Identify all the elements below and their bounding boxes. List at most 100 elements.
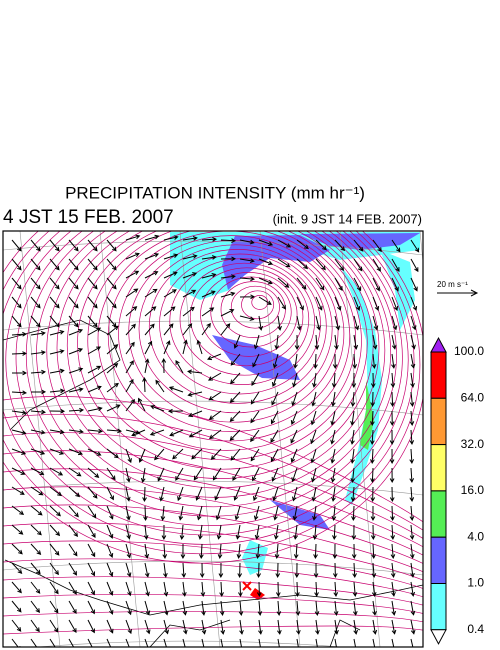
colorbar-box: [430, 351, 447, 399]
wind-vector: [49, 524, 61, 537]
wind-vector: [214, 486, 222, 501]
wind-vector: [106, 277, 117, 290]
wind-vector: [251, 372, 260, 387]
wind-vector: [163, 340, 171, 355]
wind-vector: [410, 277, 418, 292]
wind-vector: [219, 600, 225, 616]
wind-vector: [144, 638, 149, 647]
wind-vector: [144, 581, 150, 597]
wind-vector: [311, 486, 317, 502]
wind-vector: [277, 619, 282, 635]
wind-vector: [49, 315, 60, 328]
wind-vector: [149, 404, 165, 412]
wind-vector: [144, 234, 160, 241]
wind-vector: [351, 372, 357, 389]
wind-vector: [87, 346, 102, 355]
wind-vector: [409, 505, 415, 521]
colorbar-box: [430, 444, 447, 492]
wind-vector: [273, 524, 279, 540]
wind-vector: [311, 467, 317, 483]
precip-area: [340, 265, 382, 505]
wind-vector: [125, 360, 134, 374]
wind-vector: [312, 372, 317, 388]
wind-vector: [256, 562, 262, 579]
wind-vector: [353, 315, 360, 331]
wind-vector: [106, 344, 119, 355]
wind-vector: [391, 638, 395, 647]
isobar: [138, 244, 333, 414]
wind-vector: [293, 524, 298, 540]
isobar: [3, 593, 423, 614]
wind-vector: [237, 562, 243, 579]
wind-vector: [290, 410, 298, 425]
wind-vector: [314, 334, 320, 350]
wind-vector: [106, 428, 122, 434]
graticule: [259, 231, 301, 647]
wind-vector: [220, 274, 236, 279]
wind-vector: [232, 467, 241, 481]
wind-vector: [11, 524, 24, 535]
wind-vector: [68, 562, 78, 576]
wind-vector: [334, 239, 346, 252]
wind-vector: [68, 315, 79, 328]
wind-vector: [68, 600, 77, 614]
wind-vector: [331, 372, 337, 388]
wind-vector: [258, 315, 264, 331]
wind-vector: [272, 353, 279, 369]
wind-vector: [163, 619, 170, 635]
wind-vector: [198, 524, 203, 540]
wind-vector: [330, 467, 336, 483]
wind-vector: [201, 600, 206, 616]
wind-vector: [125, 619, 132, 635]
wind-vector: [350, 486, 356, 502]
init-time: (init. 9 JST 14 FEB. 2007): [273, 211, 422, 226]
wind-vector: [391, 239, 401, 253]
wind-vector: [163, 306, 176, 317]
wind-vector: [353, 619, 358, 635]
wind-vector: [49, 486, 62, 497]
wind-vector: [296, 277, 307, 290]
wind-vector: [216, 524, 222, 540]
wind-vector: [49, 638, 58, 647]
wind-vector: [182, 600, 188, 616]
isobar: [3, 611, 423, 623]
isobar: [169, 258, 315, 385]
wind-vector: [332, 562, 338, 579]
wind-vector: [253, 334, 260, 350]
wind-vector: [352, 600, 358, 616]
wind-vector: [389, 410, 395, 427]
wind-vector: [409, 448, 415, 465]
wind-vector: [217, 543, 223, 559]
wind-vector: [154, 448, 165, 461]
wind-vector: [352, 353, 358, 370]
wind-vector: [291, 391, 298, 407]
wind-vector: [87, 524, 96, 539]
wind-vector: [220, 309, 235, 317]
wind-vector: [49, 562, 59, 576]
isobar: [66, 231, 374, 479]
coastline: [3, 319, 423, 647]
wind-vector: [369, 429, 375, 446]
wind-scale-label: 20 m s⁻¹: [437, 280, 468, 289]
wind-vector: [274, 334, 280, 350]
wind-vector: [68, 581, 77, 595]
wind-vector: [208, 372, 222, 381]
isobar: [56, 231, 380, 489]
wind-vector: [163, 562, 168, 578]
wind-vector: [220, 619, 226, 635]
wind-vector: [314, 600, 320, 616]
wind-vector: [350, 391, 356, 407]
wind-vector: [87, 385, 102, 393]
colorbar-box: [430, 536, 447, 585]
wind-vector: [125, 288, 139, 298]
wind-vector: [87, 505, 97, 519]
wind-vector: [372, 277, 380, 292]
isobar: [3, 414, 423, 568]
wind-vector: [182, 638, 186, 647]
wind-vector: [30, 562, 41, 575]
wind-vector: [161, 357, 167, 374]
wind-vector: [68, 258, 79, 271]
wind-vector: [389, 486, 395, 503]
wind-vector: [372, 638, 376, 647]
wind-vector: [370, 391, 376, 408]
